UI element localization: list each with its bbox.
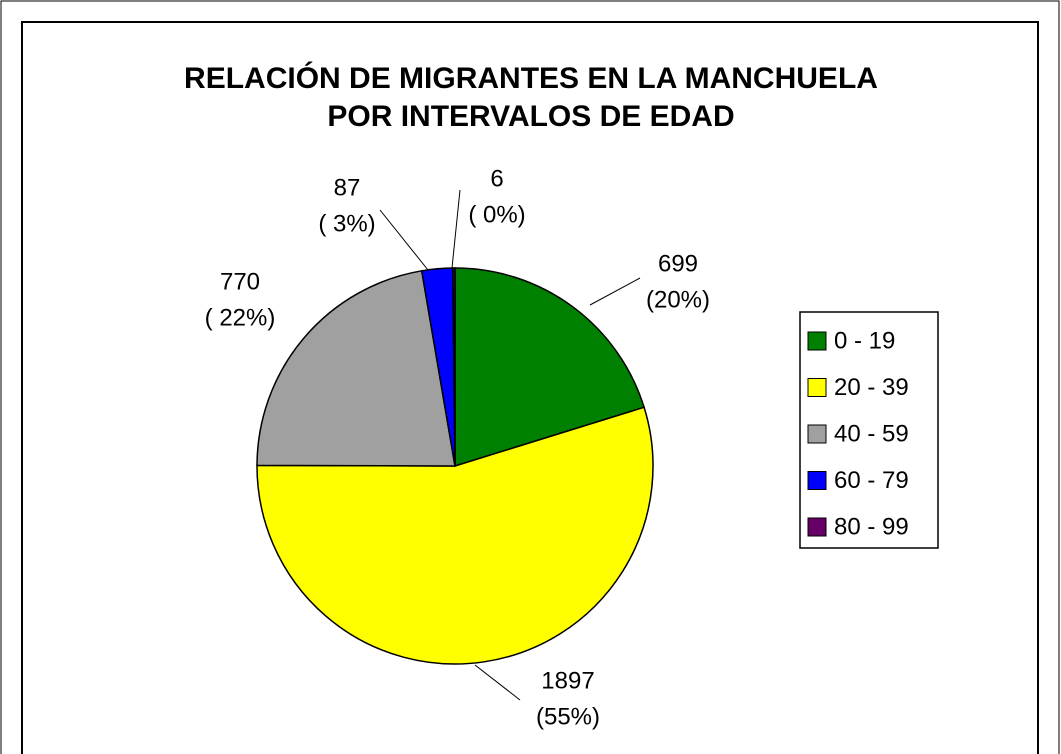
legend-label: 60 - 79 [834,467,909,494]
data-label: 6 [490,165,503,192]
legend-label: 80 - 99 [834,513,909,540]
leader-line [589,277,641,306]
data-label: 87 [334,174,361,201]
data-label: ( 3%) [318,210,375,237]
legend-label: 20 - 39 [834,374,909,401]
pie-slice [256,269,456,467]
legend-swatch [807,331,827,351]
data-label: (55%) [536,703,600,730]
legend-swatch [807,471,827,490]
chart-title: RELACIÓN DE MIGRANTES EN LA MANCHUELA [184,61,878,95]
leader-line [451,189,461,269]
pie-slice [256,406,654,665]
data-label: ( 0%) [468,201,525,228]
pie-slice [454,267,646,468]
pie-slice [452,267,456,467]
legend-swatch [807,378,827,397]
data-label: 770 [220,268,260,295]
leader-line [379,209,429,271]
data-label: 1897 [541,667,594,694]
chart-title: POR INTERVALOS DE EDAD [327,100,734,133]
data-label: ( 22%) [205,304,276,331]
leader-line [474,664,521,701]
legend-label: 0 - 19 [834,327,895,354]
data-label: 699 [658,250,698,277]
legend-swatch [807,424,827,444]
legend-swatch [807,517,827,537]
data-label: (20%) [646,286,710,313]
legend-label: 40 - 59 [834,420,909,447]
